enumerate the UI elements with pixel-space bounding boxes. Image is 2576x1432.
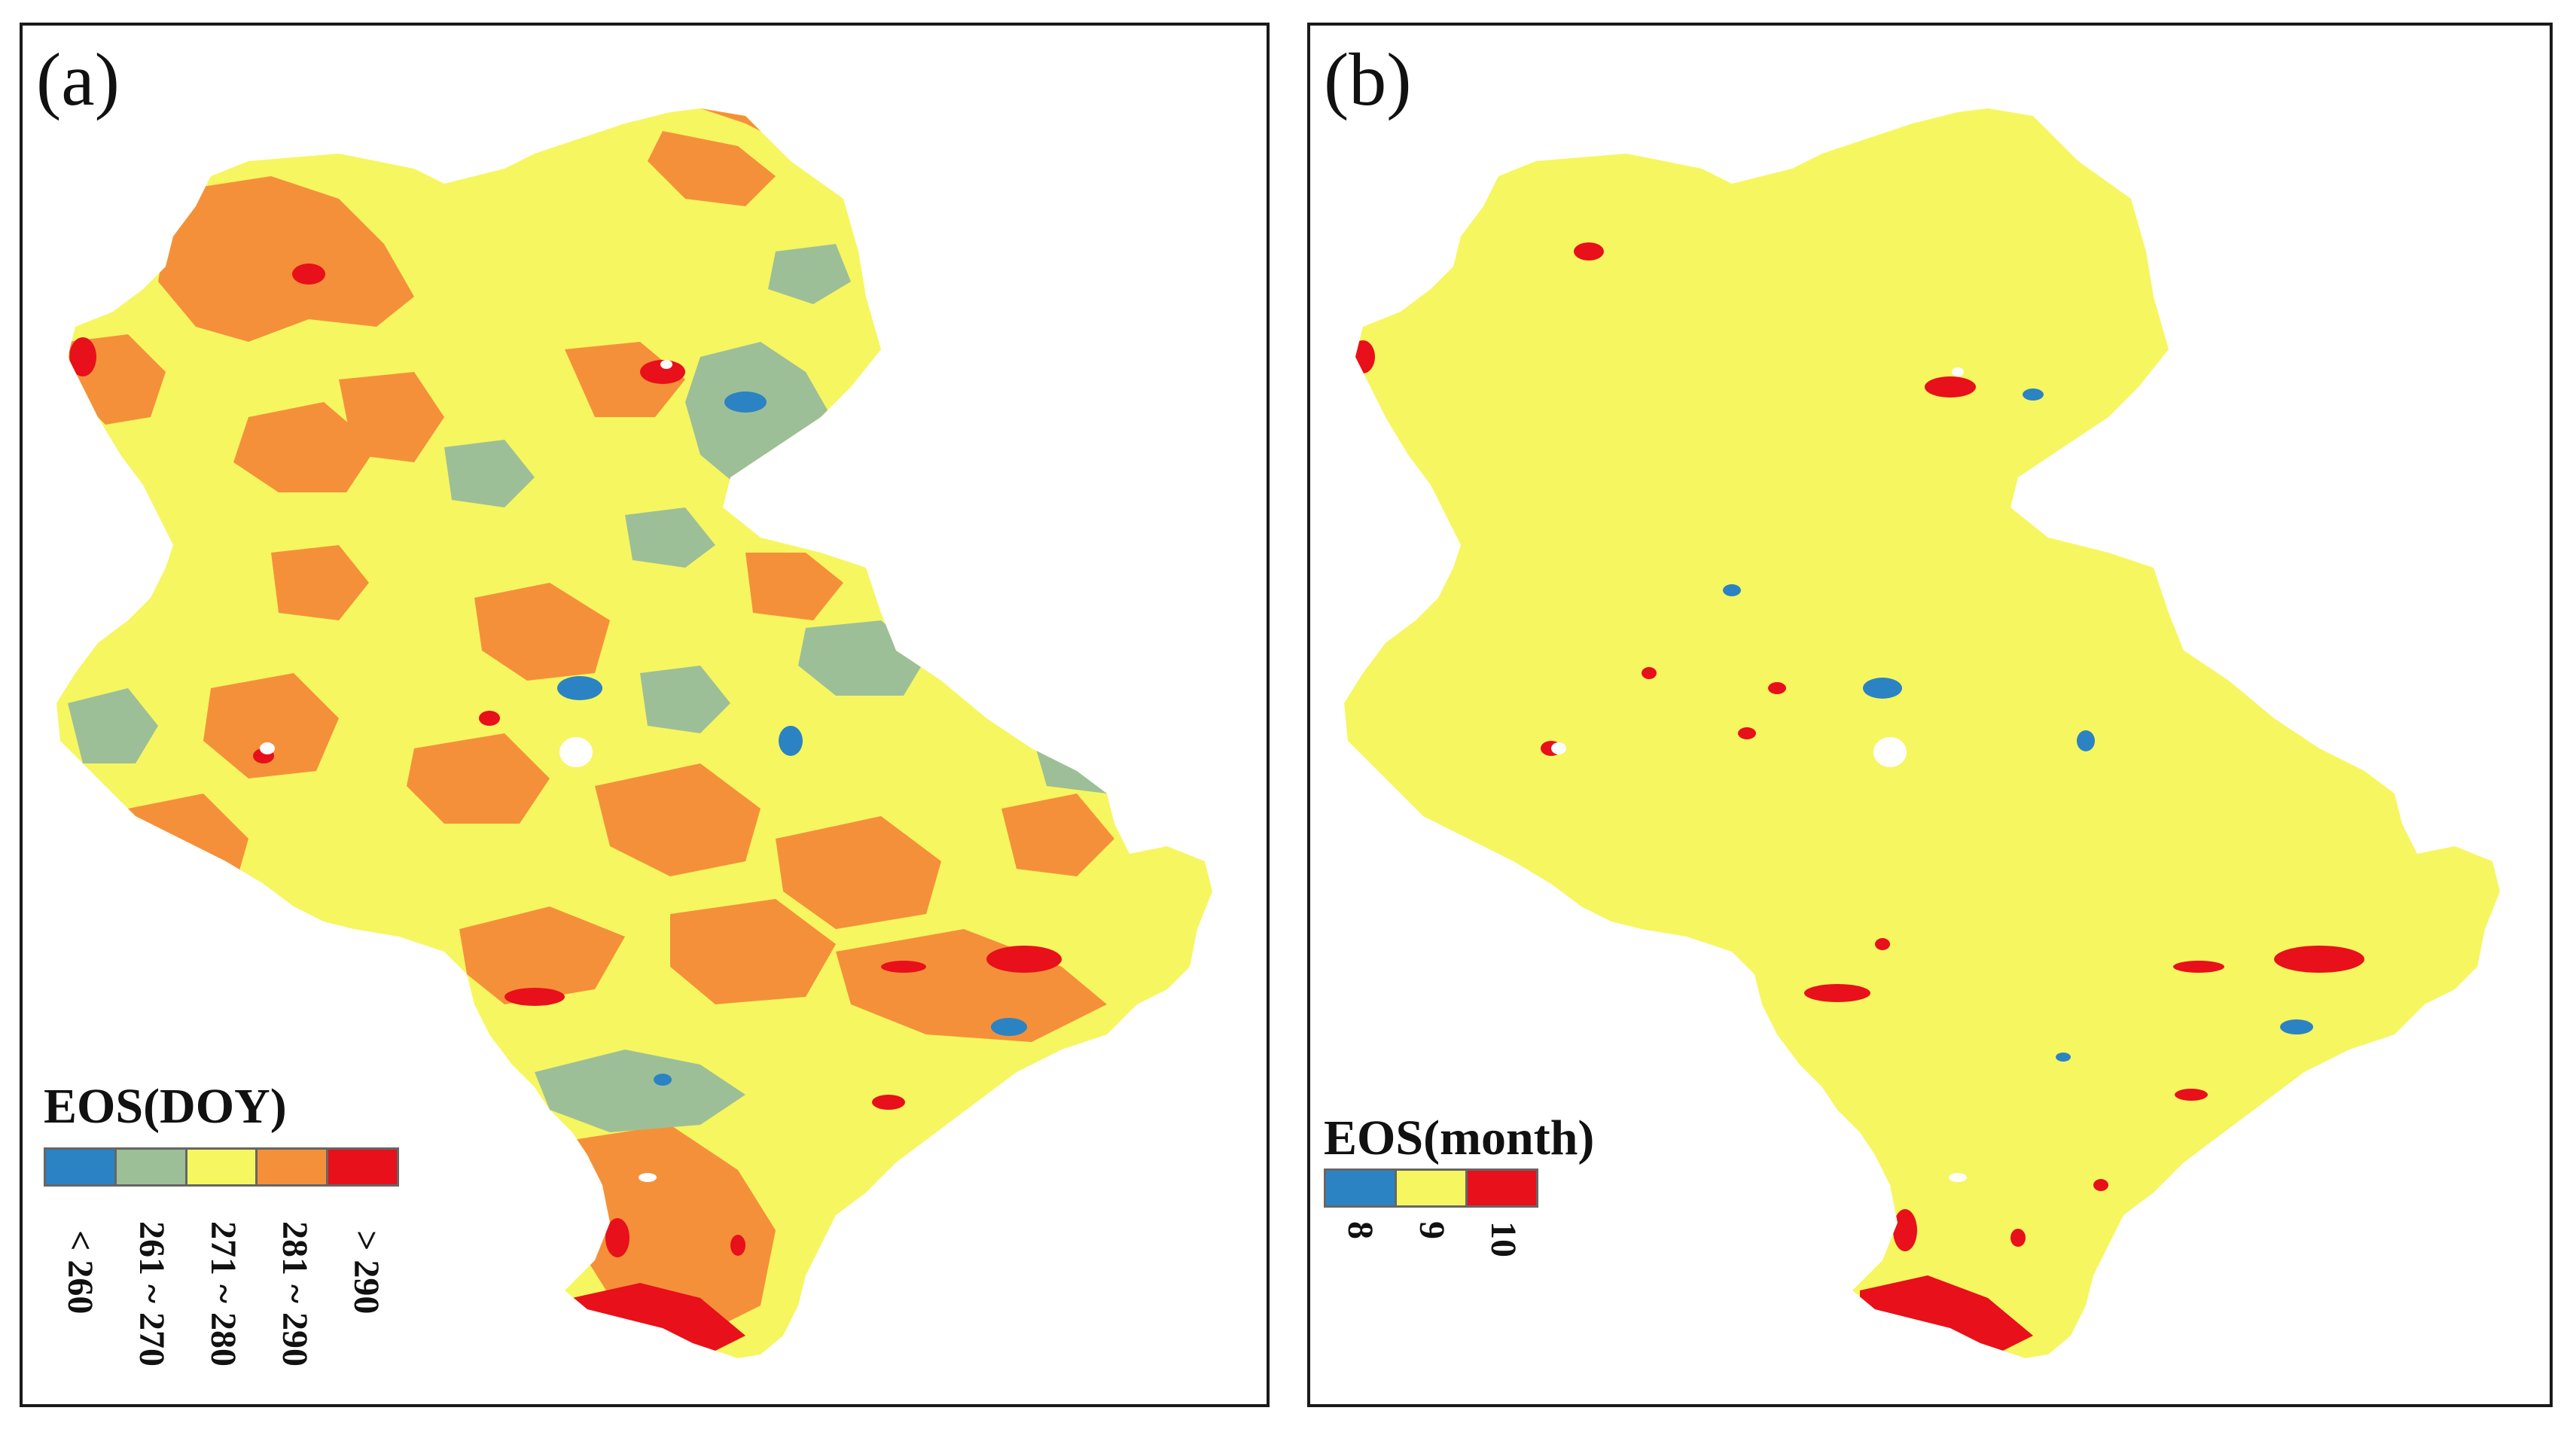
legend-swatch-281-290 <box>258 1150 329 1184</box>
legend-tick-2-a: 261 ~ 270 <box>132 1221 172 1366</box>
legend-colorbar-b <box>1324 1168 1538 1208</box>
legend-title-b: EOS(month) <box>1324 1111 1595 1165</box>
map-panel-a: (a) <box>20 23 1270 1407</box>
legend-swatch-10 <box>1468 1171 1536 1205</box>
legend-swatch-271-280 <box>187 1150 258 1184</box>
legend-swatch-8 <box>1326 1171 1397 1205</box>
legend-tick-4-a: 281 ~ 290 <box>275 1221 315 1366</box>
legend-swatch-261-270 <box>116 1150 187 1184</box>
legend-tick-1-b: 8 <box>1340 1221 1380 1239</box>
legend-tick-5-a: > 290 <box>346 1230 386 1315</box>
panel-label-b: (b) <box>1324 38 1412 121</box>
legend-tick-1-a: < 260 <box>60 1230 100 1315</box>
eos-doy-map <box>56 108 1212 1358</box>
legend-tick-3-b: 10 <box>1483 1221 1523 1257</box>
map-panel-b: (b) <box>1307 23 2553 1407</box>
legend-title-a: EOS(DOY) <box>44 1079 287 1134</box>
legend-swatch-9 <box>1397 1171 1468 1205</box>
legend-swatch-lt260 <box>46 1150 117 1184</box>
legend-colorbar-a <box>44 1147 399 1187</box>
legend-tick-2-b: 9 <box>1412 1221 1452 1239</box>
panel-label-a: (a) <box>36 38 120 121</box>
legend-swatch-gt290 <box>328 1150 397 1184</box>
legend-tick-3-a: 271 ~ 280 <box>203 1221 243 1366</box>
eos-month-map <box>1344 108 2500 1358</box>
